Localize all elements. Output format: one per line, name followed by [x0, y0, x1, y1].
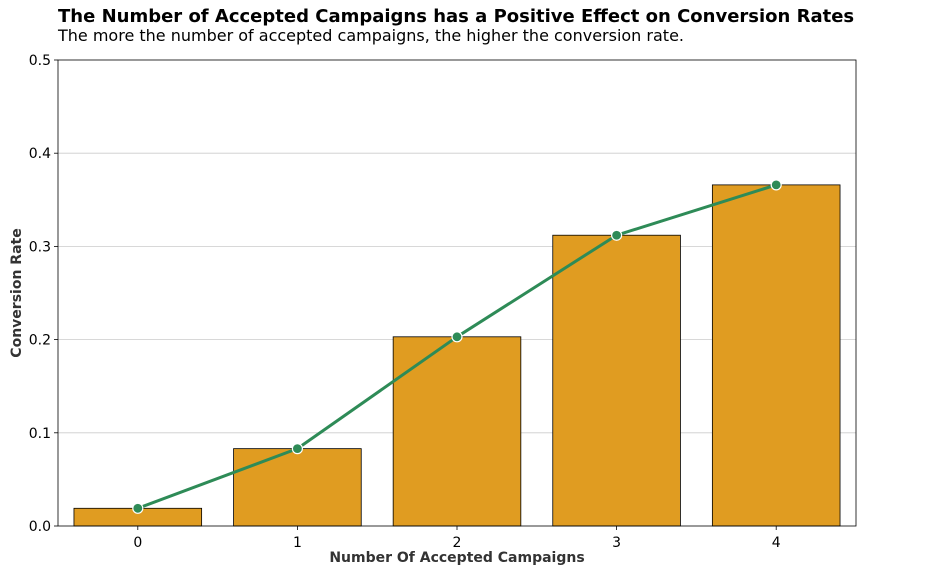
chart-title: The Number of Accepted Campaigns has a P…	[58, 6, 854, 27]
bar-layer	[73, 184, 841, 527]
bar-4	[711, 184, 841, 527]
line-point-4	[770, 179, 782, 191]
line-point-0	[132, 502, 144, 514]
y-axis: 0.0 0.1 0.2 0.3 0.4 0.5	[29, 53, 58, 535]
chart-subtitle: The more the number of accepted campaign…	[57, 26, 684, 45]
bar-1	[233, 448, 362, 527]
y-tick-label-3: 0.3	[29, 239, 51, 255]
y-tick-label-4: 0.4	[29, 146, 51, 162]
y-tick-label-2: 0.2	[29, 333, 51, 349]
x-axis-label: Number Of Accepted Campaigns	[329, 550, 584, 566]
y-tick-label-5: 0.5	[29, 53, 51, 69]
x-tick-label-1: 1	[293, 535, 302, 551]
x-tick-label-3: 3	[612, 535, 621, 551]
x-tick-label-0: 0	[133, 535, 142, 551]
y-axis-label: Conversion Rate	[9, 228, 25, 357]
x-tick-label-4: 4	[772, 535, 781, 551]
line-point-2	[451, 331, 463, 343]
y-tick-label-0: 0.0	[29, 519, 51, 535]
line-point-1	[291, 443, 303, 455]
line-point-3	[610, 229, 623, 241]
x-axis: 0 1 2 3 4	[133, 526, 781, 551]
y-tick-label-1: 0.1	[29, 426, 51, 442]
bar-2	[392, 336, 522, 527]
bar-3	[552, 234, 681, 527]
x-tick-label-2: 2	[453, 535, 462, 551]
marker-layer	[132, 179, 782, 514]
